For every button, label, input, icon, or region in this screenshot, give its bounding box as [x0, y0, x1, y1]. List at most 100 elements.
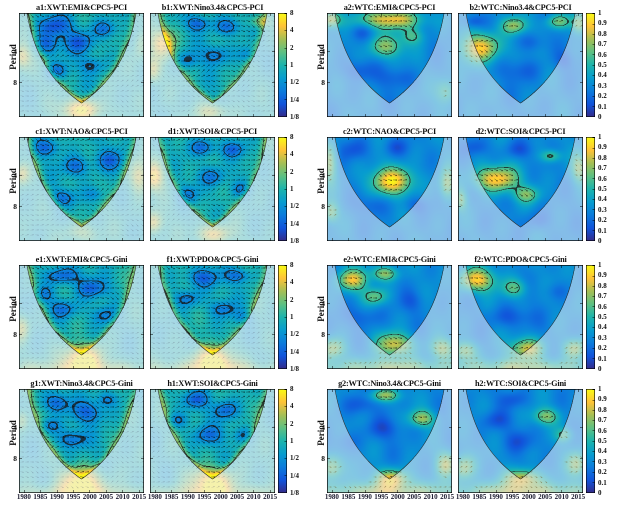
- y-axis-column: Period 4 8: [4, 378, 19, 506]
- colorbar-tick-label: 1/8: [290, 365, 299, 373]
- colorbar-xwt-row4: 8 4 2 1 1/2 1/4 1/8: [278, 378, 306, 497]
- x-tick-label: 1990: [180, 493, 195, 501]
- colorbar-canvas: [586, 389, 595, 493]
- y-tick-label: 4: [321, 47, 325, 57]
- panel-title-c1: c1:XWT:NAO&CPC5-PCI: [35, 127, 128, 136]
- figure-row-3: Period 4 8 e1:XWT:EMI&CPC5-Gini f1:XWT:PDO&C…: [4, 254, 617, 373]
- panel-canvas-a2: [327, 13, 452, 117]
- panel-title-b2: b2:WTC:Nino3.4&CPC5-PCI: [469, 3, 572, 12]
- colorbar-tick-label: 0.3: [598, 81, 607, 90]
- colorbar-tick-label: 1/2: [290, 330, 299, 339]
- colorbar-canvas: [278, 13, 287, 117]
- panel-title-e2: e2:WTC:EMI&CPC5-Gini: [343, 255, 436, 264]
- x-tick-label: 1995: [66, 493, 81, 501]
- panel-a2: a2:WTC:EMI&CPC5-PCI: [327, 2, 452, 117]
- panel-c2: c2:WTC:NAO&CPC5-PCI: [327, 126, 452, 241]
- figure-row-1: Period 4 8 a1:XWT:EMI&CPC5-PCI b1:XWT:Nino3.…: [4, 2, 617, 121]
- colorbar-tick-label: 0.2: [598, 468, 607, 477]
- y-tick-label: 8: [13, 454, 17, 464]
- panel-title-g2: g2:WTC:Nino3.4&CPC5-Gini: [338, 379, 441, 388]
- y-axis-column: Period 4 8: [312, 2, 327, 117]
- y-axis-column: Period 4 8: [312, 254, 327, 369]
- panel-title-d1: d1:XWT:SOI&CPC5-PCI: [167, 127, 258, 136]
- wtc-half-row3: Period 4 8 e2:WTC:EMI&CPC5-Gini f2:WTC:PDO&C…: [312, 254, 614, 373]
- y-tick-label: 8: [13, 78, 17, 88]
- colorbar-tick-label: 0.7: [598, 416, 607, 425]
- panel-canvas-g1: [19, 389, 144, 493]
- colorbar-tick-label: 4: [290, 278, 294, 287]
- colorbar-tick-label: 0.3: [598, 457, 607, 466]
- x-tick-label: 2000: [213, 493, 228, 501]
- panel-f2: f2:WTC:PDO&CPC5-Gini: [458, 254, 583, 369]
- x-axis-labels: 1980 1985 1990 1995 2000 2005 2010 2015: [148, 493, 277, 505]
- panel-canvas-b2: [458, 13, 583, 117]
- panel-canvas-c1: [19, 137, 144, 241]
- y-axis-column: Period 4 8: [4, 254, 19, 369]
- colorbar-tick-label: 0.9: [598, 271, 607, 280]
- colorbar-tick-label: 1/8: [290, 113, 299, 121]
- panel-title-d2: d2:WTC:SOI&CPC5-PCI: [475, 127, 566, 136]
- y-tick-label: 8: [321, 202, 325, 212]
- panel-g2: g2:WTC:Nino3.4&CPC5-Gini 1980 1985 1990 1995…: [324, 378, 455, 506]
- panel-canvas-a1: [19, 13, 144, 117]
- colorbar-tick-label: 1/4: [290, 219, 299, 228]
- colorbar-xwt-row3: 8 4 2 1 1/2 1/4 1/8: [278, 254, 306, 373]
- panel-canvas-d1: [150, 137, 275, 241]
- x-tick-label: 2005: [230, 493, 245, 501]
- colorbar-tick-label: 4: [290, 150, 294, 159]
- colorbar-canvas: [278, 265, 287, 369]
- panel-f1: f1:XWT:PDO&CPC5-Gini: [150, 254, 275, 369]
- colorbar-tick-label: 0: [598, 365, 602, 373]
- panel-canvas-b1: [150, 13, 275, 117]
- colorbar-tick-label: 0.8: [598, 29, 607, 38]
- colorbar-tick-label: 1/2: [290, 78, 299, 87]
- x-axis-labels: 1980 1985 1990 1995 2000 2005 2010 2015: [456, 493, 585, 505]
- colorbar-canvas: [586, 137, 595, 241]
- colorbar-tick-label: 0.7: [598, 164, 607, 173]
- xwt-half-row1: Period 4 8 a1:XWT:EMI&CPC5-PCI b1:XWT:Nino3.…: [4, 2, 306, 121]
- colorbar-tick-label: 0.2: [598, 92, 607, 101]
- colorbar-tick-label: 0.8: [598, 405, 607, 414]
- colorbar-tick-label: 0.5: [598, 185, 607, 193]
- y-tick-label: 4: [321, 423, 325, 433]
- panel-title-a2: a2:WTC:EMI&CPC5-PCI: [343, 3, 436, 12]
- x-tick-label: 2005: [538, 493, 553, 501]
- xwt-half-row2: Period 4 8 c1:XWT:NAO&CPC5-PCI d1:XWT:SOI&CP…: [4, 126, 306, 245]
- colorbar-tick-label: 0.6: [598, 174, 607, 183]
- panel-e2: e2:WTC:EMI&CPC5-Gini: [327, 254, 452, 369]
- y-tick-label: 8: [321, 454, 325, 464]
- colorbar-tick-label: 1: [598, 261, 602, 269]
- y-tick-label: 4: [321, 171, 325, 181]
- colorbar-tick-label: 1/8: [290, 489, 299, 497]
- panel-canvas-f1: [150, 265, 275, 369]
- colorbar-tick-label: 2: [290, 167, 294, 176]
- colorbar-tick-label: 1: [598, 385, 602, 393]
- colorbar-tick-label: 0.1: [598, 102, 607, 111]
- colorbar-tick-label: 8: [290, 261, 294, 269]
- colorbar-canvas: [586, 13, 595, 117]
- colorbar-tick-label: 0.6: [598, 426, 607, 435]
- panel-h1: h1:XWT:SOI&CPC5-Gini 1980 1985 1990 1995 2000…: [148, 378, 277, 506]
- colorbar-tick-label: 0.5: [598, 437, 607, 445]
- colorbar-tick-label: 0.1: [598, 478, 607, 487]
- colorbar-tick-label: 0.9: [598, 143, 607, 152]
- panel-d1: d1:XWT:SOI&CPC5-PCI: [150, 126, 275, 241]
- y-tick-label: 8: [321, 78, 325, 88]
- panel-b1: b1:XWT:Nino3.4&CPC5-PCI: [150, 2, 275, 117]
- colorbar-tick-label: 0.1: [598, 354, 607, 363]
- y-tick-label: 4: [13, 47, 17, 57]
- colorbar-tick-label: 0: [598, 113, 602, 121]
- colorbar-xwt-row2: 8 4 2 1 1/2 1/4 1/8: [278, 126, 306, 245]
- colorbar-tick-label: 8: [290, 9, 294, 17]
- x-tick-label: 2015: [440, 493, 455, 501]
- y-axis-column: Period 4 8: [312, 378, 327, 506]
- x-tick-label: 2005: [407, 493, 422, 501]
- figure-row-2: Period 4 8 c1:XWT:NAO&CPC5-PCI d1:XWT:SOI&CP…: [4, 126, 617, 245]
- x-tick-label: 1985: [472, 493, 487, 501]
- x-tick-label: 1980: [324, 493, 339, 501]
- colorbar-tick-label: 0.3: [598, 205, 607, 214]
- panel-title-c2: c2:WTC:NAO&CPC5-PCI: [343, 127, 436, 136]
- panel-title-a1: a1:XWT:EMI&CPC5-PCI: [36, 3, 127, 12]
- colorbar-tick-label: 0: [598, 237, 602, 245]
- x-tick-label: 1985: [341, 493, 356, 501]
